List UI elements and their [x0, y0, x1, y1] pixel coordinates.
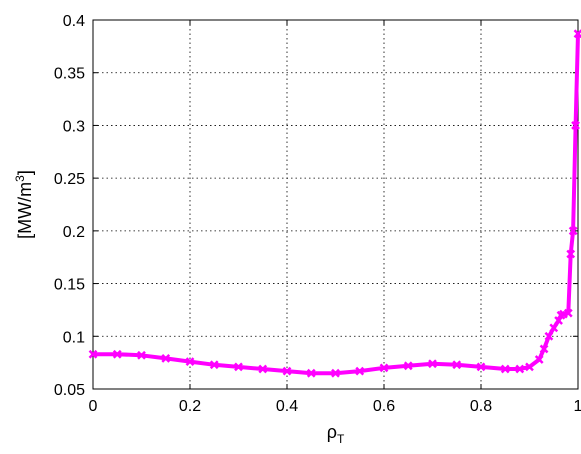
y-axis-label-superscript: 3	[13, 175, 27, 182]
data-point	[452, 360, 462, 370]
y-tick-label: 0.2	[63, 224, 85, 241]
x-tick-label: 0.4	[276, 398, 298, 415]
data-point	[137, 350, 146, 360]
data-point	[549, 323, 559, 333]
series-line	[91, 31, 580, 376]
y-tick-label: 0.3	[63, 118, 85, 135]
plot-frame	[92, 19, 579, 390]
x-axis-label-subscript: T	[337, 432, 345, 446]
y-tick-label: 0.1	[63, 329, 85, 346]
x-tick-label: 1	[574, 398, 581, 415]
axis-ticks	[92, 19, 579, 390]
y-tick-label: 0.15	[54, 277, 85, 294]
data-point	[306, 368, 316, 378]
grid-lines	[92, 19, 579, 390]
x-axis-label: ρT	[327, 422, 345, 446]
data-point	[428, 359, 437, 369]
x-tick-label: 0	[89, 398, 98, 415]
y-tick-label: 0.35	[54, 66, 85, 83]
data-point	[568, 226, 578, 236]
y-tick-label: 0.25	[54, 171, 85, 188]
data-point	[534, 355, 544, 364]
data-point	[539, 344, 549, 354]
x-tick-label: 0.6	[373, 398, 395, 415]
data-point	[234, 362, 243, 372]
y-axis-label-prefix: [MW/m	[15, 182, 35, 239]
data-point	[573, 29, 581, 39]
data-point	[112, 349, 122, 359]
data-point	[88, 349, 98, 359]
y-tick-label: 0.05	[54, 382, 85, 399]
data-point	[515, 364, 525, 374]
x-axis-label-base: ρ	[327, 422, 337, 442]
data-point	[161, 354, 171, 363]
data-point	[566, 249, 576, 259]
y-axis-label: [MW/m3]	[13, 170, 35, 239]
y-tick-label: 0.4	[63, 13, 85, 30]
data-point	[403, 361, 413, 371]
series-layer	[88, 29, 581, 378]
data-point	[563, 308, 573, 318]
data-point	[209, 360, 219, 370]
data-point	[282, 366, 292, 376]
tick-labels: 0 0.2 0.4 0.6 0.8 1 0.05 0.1 0.15 0.2 0.25 0.3 0.35 0…	[54, 13, 581, 415]
x-tick-label: 0.2	[179, 398, 201, 415]
data-point	[258, 364, 268, 374]
data-point	[476, 362, 486, 372]
x-tick-label: 0.8	[470, 398, 492, 415]
data-point	[571, 121, 580, 130]
data-point	[500, 364, 510, 374]
data-point	[331, 368, 340, 378]
data-point	[379, 363, 389, 373]
data-point	[525, 362, 534, 372]
data-point	[185, 357, 195, 366]
data-point	[544, 331, 554, 341]
y-axis-label-suffix: ]	[15, 170, 35, 175]
data-point	[355, 366, 365, 376]
